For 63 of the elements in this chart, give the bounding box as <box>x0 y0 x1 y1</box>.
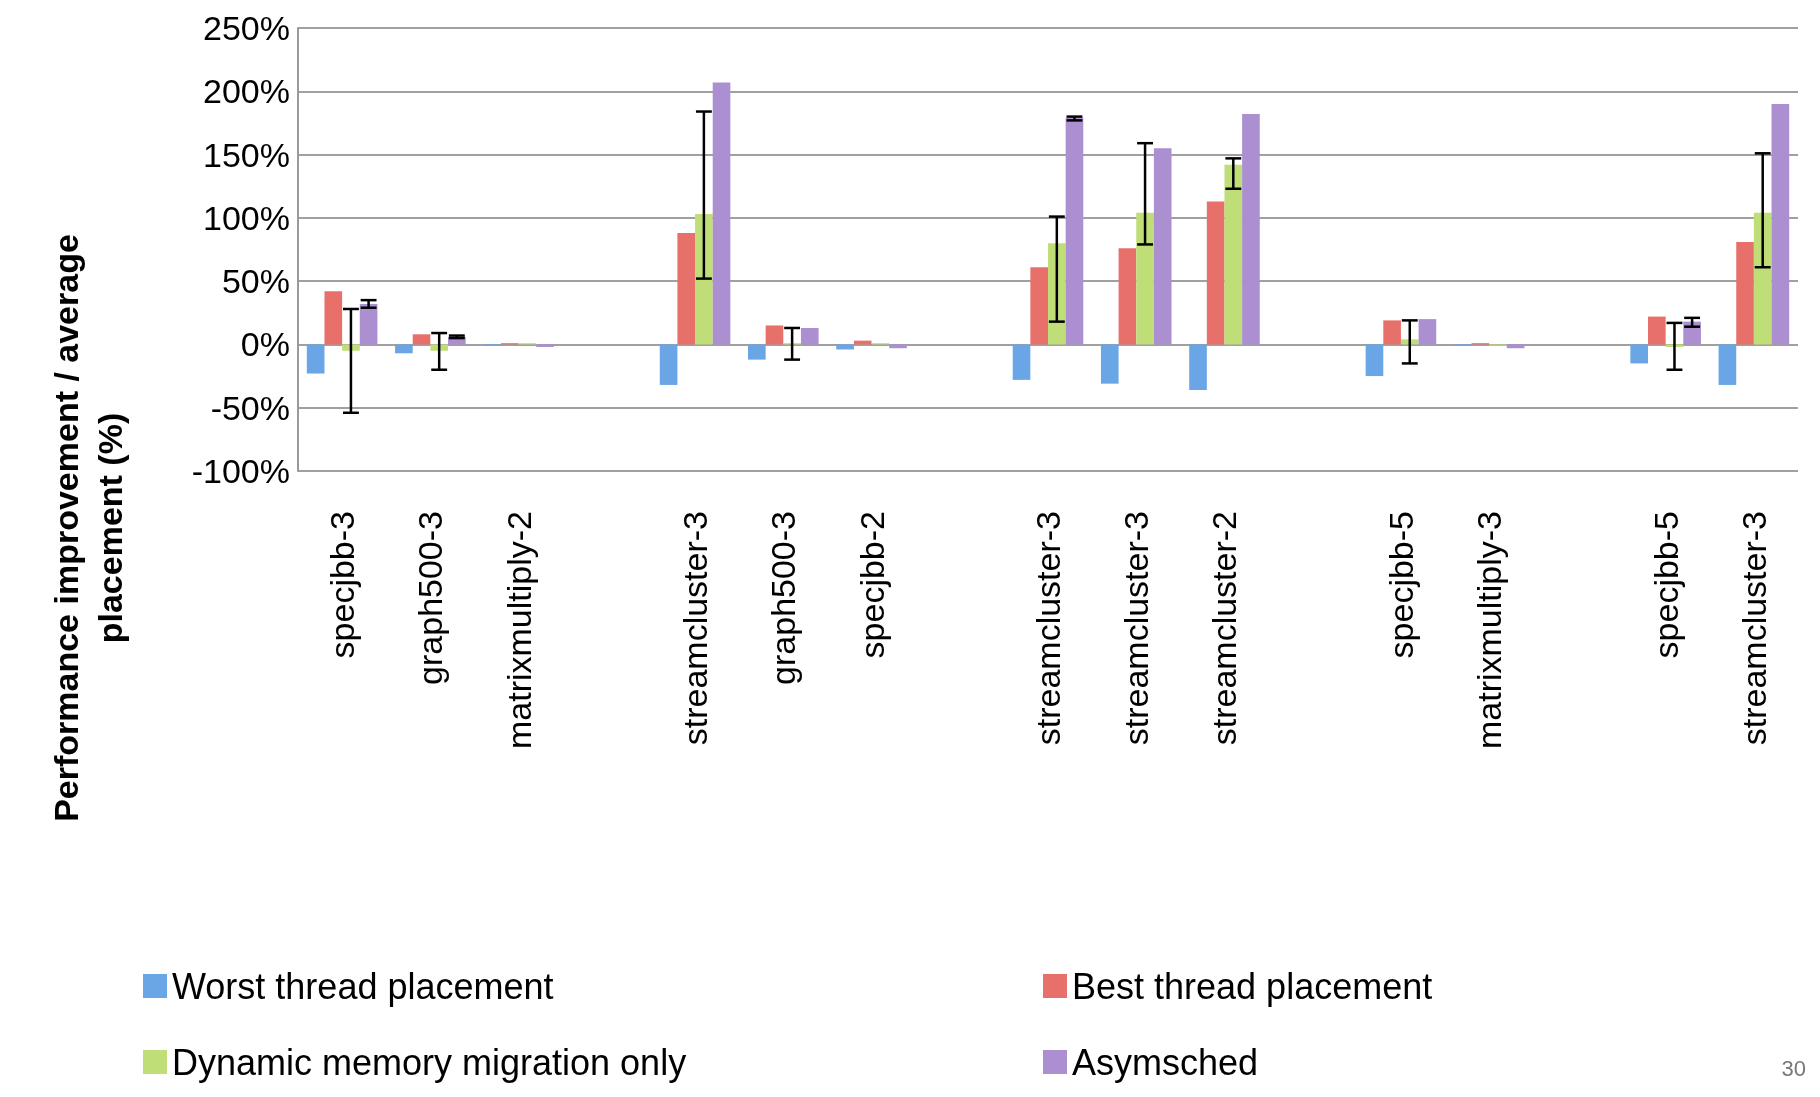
x-tick-label: streamcluster-3 <box>1029 511 1067 746</box>
bar <box>1753 212 1772 345</box>
bar <box>1012 344 1031 380</box>
bar <box>359 303 378 345</box>
bar <box>1206 201 1225 345</box>
bar <box>306 344 325 374</box>
legend-label: Best thread placement <box>1072 965 1433 1007</box>
bar <box>677 233 696 345</box>
y-tick-label: 150% <box>203 135 290 174</box>
bar <box>1136 212 1154 345</box>
bar <box>1736 241 1754 345</box>
bar <box>1418 319 1437 345</box>
legend-label: Asymsched <box>1072 1041 1259 1083</box>
bar <box>889 344 907 349</box>
bar <box>765 325 784 345</box>
bar <box>1030 267 1048 345</box>
bar <box>836 344 854 350</box>
legend-label: Dynamic memory migration only <box>172 1041 687 1083</box>
bar <box>1365 344 1384 377</box>
bar <box>1630 344 1648 364</box>
y-tick-label: 50% <box>221 262 290 301</box>
x-tick-label: matrixmultiply-3 <box>1470 511 1509 750</box>
bar <box>800 327 819 345</box>
bar <box>1506 344 1525 349</box>
bar <box>659 344 678 385</box>
x-tick-label: specjbb-3 <box>323 511 362 659</box>
x-tick-label: streamcluster-3 <box>1117 511 1156 746</box>
x-tick-label: streamcluster-2 <box>1205 511 1244 746</box>
x-tick-label: streamcluster-3 <box>1734 511 1773 746</box>
x-tick-label: specjbb-5 <box>1646 511 1685 659</box>
y-tick-label: -100% <box>191 452 290 490</box>
bar <box>1153 148 1172 345</box>
y-tick-label: 200% <box>203 72 290 111</box>
bar <box>324 291 343 345</box>
bar <box>412 334 431 345</box>
legend-label: Worst thread placement <box>172 965 554 1007</box>
bar <box>695 214 713 345</box>
bar <box>1242 114 1260 345</box>
y-tick-label: 100% <box>203 198 290 237</box>
bar <box>712 82 731 345</box>
bar <box>1718 344 1737 385</box>
x-tick-label: matrixmultiply-2 <box>499 511 538 750</box>
x-tick-label: graph500-3 <box>411 511 450 685</box>
bar <box>1648 316 1666 345</box>
y-axis-title: Performance improvement / average placement (%) <box>47 234 129 822</box>
bar <box>1100 344 1119 384</box>
bar <box>1118 248 1137 345</box>
text: 30 <box>1781 1055 1807 1081</box>
bar <box>1383 320 1401 345</box>
y-tick-label: -50% <box>210 388 290 427</box>
bar <box>748 344 766 360</box>
y-tick-label: 0% <box>240 325 290 364</box>
bar <box>395 344 413 354</box>
bar <box>1224 164 1243 345</box>
bar <box>1065 117 1084 345</box>
bar <box>536 344 554 347</box>
bar <box>1189 344 1207 390</box>
bar <box>1771 103 1790 345</box>
x-tick-label: graph500-3 <box>764 511 803 685</box>
x-tick-label: streamcluster-3 <box>676 511 715 746</box>
x-tick-label: specjbb-2 <box>852 511 891 659</box>
y-tick-label: 250% <box>203 9 290 47</box>
x-tick-label: specjbb-5 <box>1381 511 1420 659</box>
